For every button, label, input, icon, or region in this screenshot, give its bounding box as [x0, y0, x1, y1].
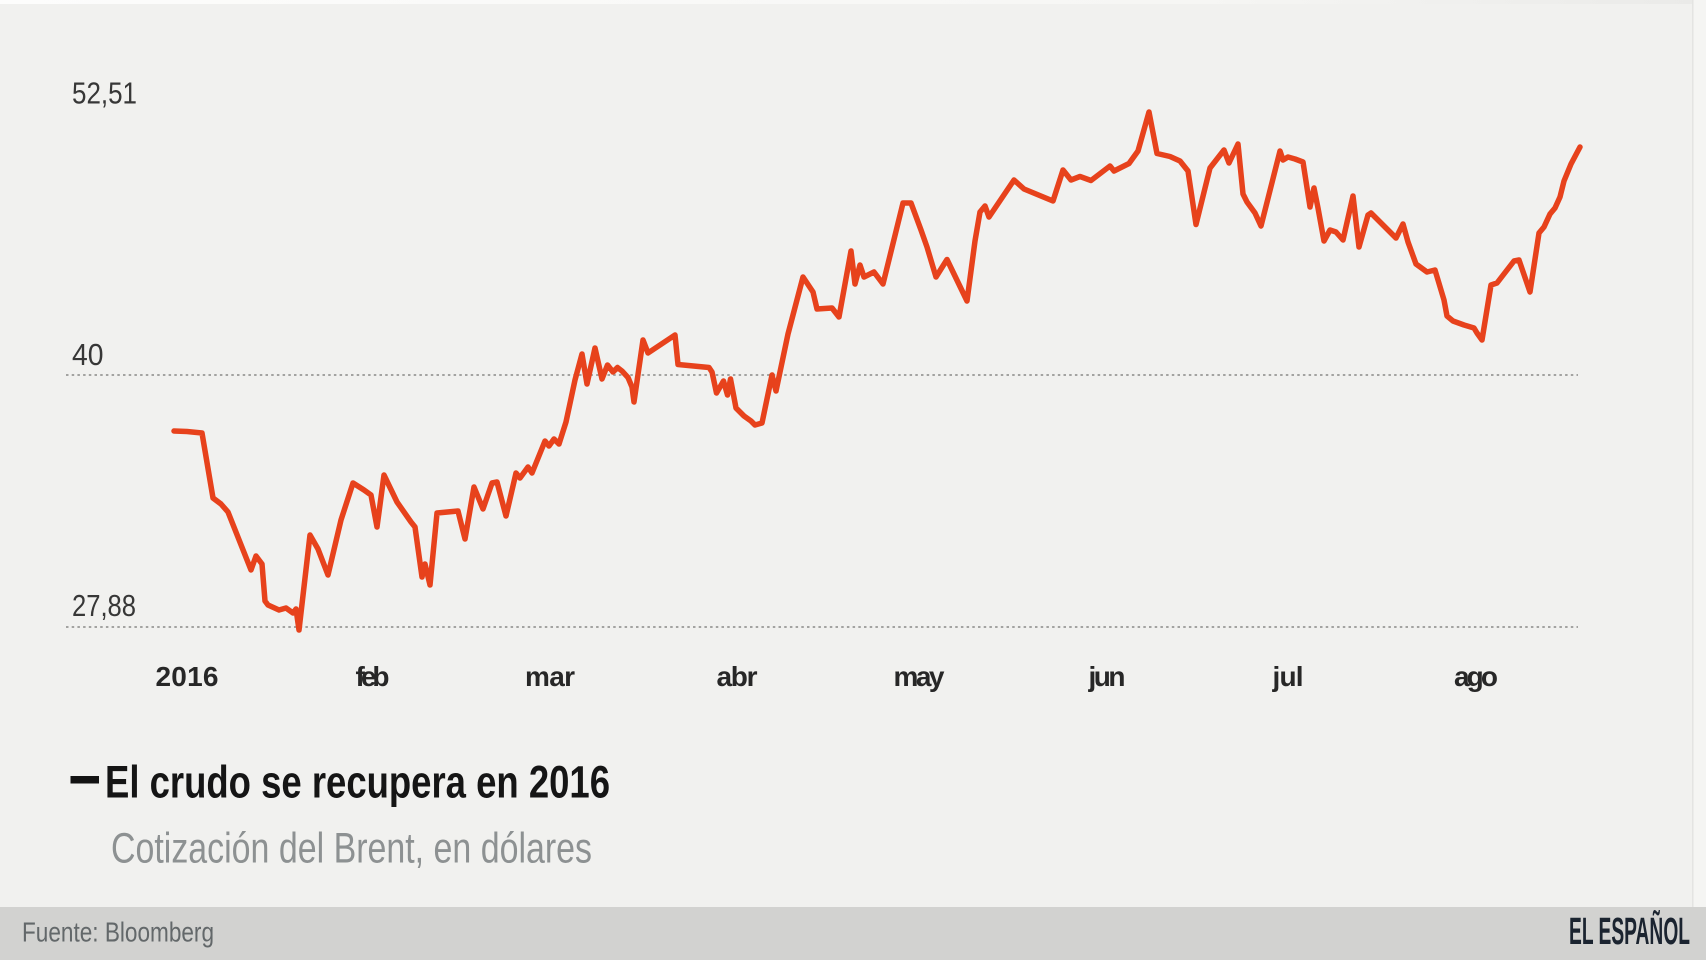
svg-text:ago: ago: [1454, 661, 1498, 692]
svg-text:27,88: 27,88: [72, 588, 136, 623]
svg-text:feb: feb: [356, 661, 390, 692]
svg-text:Fuente: Bloomberg: Fuente: Bloomberg: [22, 917, 214, 948]
svg-text:jun: jun: [1088, 661, 1126, 692]
svg-text:abr: abr: [717, 661, 758, 692]
svg-text:EL ESPAÑOL: EL ESPAÑOL: [1569, 909, 1690, 953]
svg-text:mar: mar: [525, 661, 575, 692]
svg-text:2016: 2016: [156, 661, 219, 692]
svg-text:may: may: [894, 661, 945, 692]
svg-text:Cotización del Brent, en dólar: Cotización del Brent, en dólares: [111, 825, 592, 873]
svg-text:El crudo se recupera en 2016: El crudo se recupera en 2016: [105, 757, 610, 808]
svg-text:40: 40: [72, 337, 104, 372]
svg-text:jul: jul: [1272, 661, 1304, 692]
svg-text:52,51: 52,51: [72, 76, 137, 111]
